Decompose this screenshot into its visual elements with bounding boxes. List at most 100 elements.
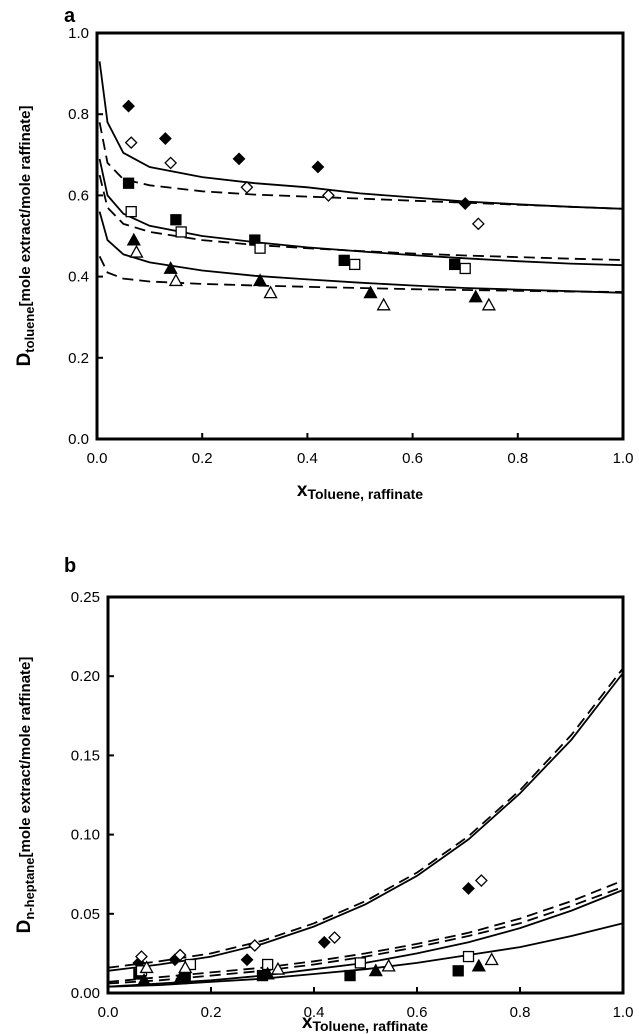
panel-b-filled-triangle-point [260,966,275,980]
panel-b-filled-triangle-point [172,971,188,985]
panel-a-open-square-point [175,226,187,238]
panel-b-y-ticks: 0.00 0.05 0.10 0.15 0.20 0.25 [71,589,114,1002]
panel-b-filled-diamond-point [462,882,475,895]
panel-a: a 0.0 0.2 0.4 0.6 0.8 1.0 0.00.20.40.60.81.0 … [14,5,633,502]
panel-a-x-label-sub: Toluene, raffinate [307,486,423,502]
panel-a-open-diamond-point [322,188,335,202]
panel-b-curve-2-dashed [107,667,624,969]
panel-b-open-triangle-point [139,960,154,974]
panel-a-y-tick-label: 0.8 [68,106,89,123]
panel-a-filled-square-point [449,258,461,271]
panel-a-y-label-sub: toluene [22,306,37,352]
panel-b-open-diamond-point [248,939,262,952]
panel-b-x-tick-label: 1.0 [613,1004,634,1021]
panel-b-letter: b [64,555,76,577]
panel-b-open-triangle-point [270,961,286,975]
panel-a-curves [98,61,624,294]
panel-b-plot-frame [106,595,625,995]
panel-b-x-label-main: x [302,1012,313,1033]
panel-b-y-tick-label: 0.00 [71,985,100,1002]
panel-b-open-diamond-point [328,931,342,944]
panel-a-filled-triangle-point [252,273,268,287]
panel-a-filled-square-point [170,214,182,226]
panel-b-y-axis-label: Dn-heptane[mole extract/mole raffinate] [14,657,37,934]
panel-a-y-tick-label: 0.6 [68,187,89,204]
panel-a-markers [122,99,496,311]
panel-b-filled-square-point [452,965,464,977]
panel-a-y-tick-label: 1.0 [68,25,89,42]
panel-b-open-diamond-point [173,948,187,962]
panel-b-filled-diamond-point [317,935,331,949]
panel-a-curve-1-solid [98,61,624,210]
panel-a-y-label-main: D [14,353,35,367]
panel-a-open-square-point [349,258,361,271]
panel-a-open-triangle-point [263,285,278,299]
panel-a-filled-diamond-point [158,132,172,145]
panel-b-x-tick-label: 0.8 [510,1004,531,1021]
panel-a-filled-diamond-point [458,197,472,210]
panel-b-x-tick-label: 0.6 [407,1004,428,1021]
panel-b-y-tick-label: 0.25 [71,589,100,606]
panel-b-y-tick-label: 0.05 [71,906,100,923]
panel-a-filled-square-point [122,177,135,189]
panel-a-curve-3-solid [98,158,624,267]
panel-b-curve-6-solid [107,922,624,988]
panel-a-filled-square-point [338,254,350,267]
panel-a-x-tick-label: 1.0 [613,450,634,467]
panel-a-open-diamond-point [240,180,254,194]
panel-a-x-tick-label: 0.8 [507,450,528,467]
panel-b-y-label-sub: n-heptane [22,858,37,920]
panel-a-open-triangle-point [376,297,391,311]
panel-a-open-diamond-point [124,136,138,150]
panel-b-x-tick-label: 0.4 [304,1004,325,1021]
panel-b-x-label-sub: Toluene, raffinate [312,1018,428,1034]
panel-b-filled-square-point [344,969,356,982]
panel-a-filled-triangle-point [126,232,141,246]
panel-b-open-square-point [354,957,367,969]
panel-a-y-tick-label: 0.4 [68,269,89,286]
panel-b-y-label-main: D [14,920,35,934]
panel-b-curve-1-solid [107,672,624,972]
panel-a-filled-diamond-point [232,152,246,166]
panel-b-x-tick-label: 0.2 [201,1004,222,1021]
panel-b-open-square-point [462,950,475,963]
panel-a-x-tick-label: 0.2 [192,450,213,467]
panel-b-filled-triangle-point [136,972,152,986]
panel-b-markers [132,874,499,986]
panel-a-filled-triangle-point [163,261,178,274]
panel-a-y-tick-label: 0.0 [68,431,89,448]
panel-a-open-diamond-point [164,156,178,170]
panel-b-curve-4-dashed [107,879,624,983]
panel-a-curve-6-dashed [98,255,624,293]
panel-a-plot-frame [95,31,625,441]
panel-a-x-tick-label: 0.0 [87,450,108,467]
panel-a-y-tick-label: 0.2 [68,350,89,367]
panel-b-open-diamond-point [474,874,488,887]
panel-a-open-triangle-point [481,297,496,311]
panel-a-x-label-main: x [297,480,308,501]
panel-b-y-tick-label: 0.20 [71,668,100,685]
panel-a-x-tick-label: 0.4 [297,450,318,467]
panel-a-y-axis-label: Dtoluene[mole extract/mole raffinate] [14,106,37,367]
panel-a-filled-triangle-point [363,285,378,299]
panel-b-curve-5-dashed [107,886,624,985]
panel-a-x-ticks: 0.0 0.2 0.4 0.6 0.8 1.0 [87,433,634,467]
panel-b-filled-triangle-point [368,963,383,977]
panel-b-filled-triangle-point [471,958,486,972]
panel-b-filled-diamond-point [240,953,254,967]
panel-b-open-diamond-point [135,950,148,963]
panel-a-curve-5-solid [98,211,624,294]
panel-b-x-ticks: 0.0 0.2 0.4 0.6 0.8 1.0 [98,987,634,1021]
panel-a-y-ticks: 0.0 0.2 0.4 0.6 0.8 1.0 [68,25,103,448]
panel-a-open-diamond-point [471,217,485,231]
panel-a-curve-4-dashed [98,174,624,261]
panel-b-y-tick-label: 0.10 [71,827,100,844]
panel-a-filled-diamond-point [311,160,325,174]
panel-a-filled-triangle-point [468,289,483,303]
panel-a-x-tick-label: 0.6 [402,450,423,467]
panel-b-x-axis-label: xToluene, raffinate [302,1012,428,1034]
panel-a-open-triangle-point [129,244,144,258]
panel-a-letter: a [64,5,76,27]
panel-b-open-triangle-point [381,958,396,972]
